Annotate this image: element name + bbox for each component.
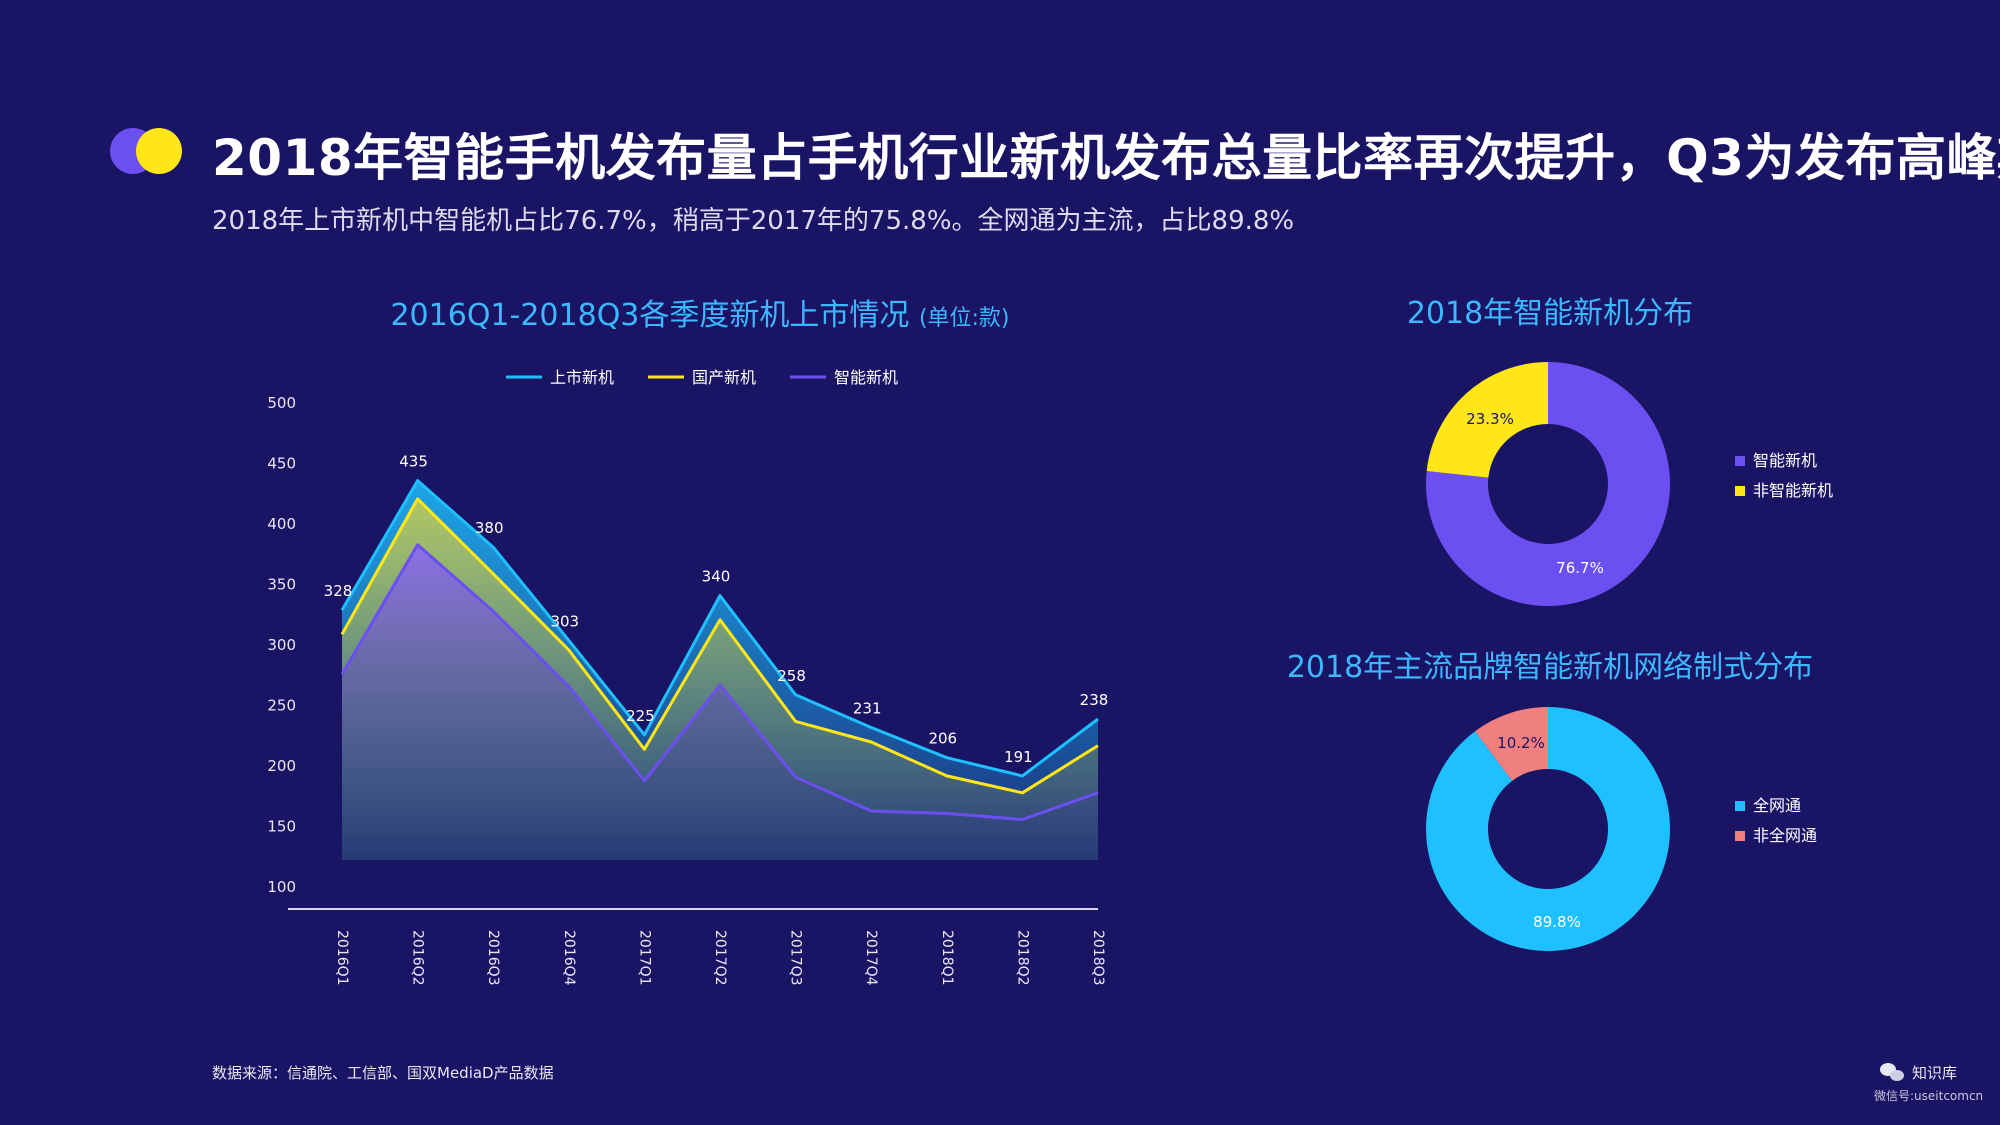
y-tick-label: 450 [267,455,296,473]
data-label: 238 [1080,691,1109,709]
x-tick-label: 2018Q3 [1090,930,1106,986]
legend-item-2: 智能新机 [790,368,898,387]
series-lines [340,479,1099,821]
x-axis: 2016Q1 2016Q2 2016Q3 2016Q4 2017Q1 2017Q2 2017… [334,930,1106,986]
data-label: 435 [399,453,428,471]
x-tick-label: 2016Q2 [410,930,426,986]
data-label: 191 [1004,748,1033,766]
y-tick-label: 350 [267,576,296,594]
series-line-1 [340,497,1099,795]
x-tick-label: 2018Q1 [939,930,955,986]
data-label: 206 [928,730,957,748]
logo-dot-yellow [136,128,182,174]
legend-label: 上市新机 [550,368,614,387]
watermark: 知识库 微信号:useitcomcn [1874,1062,1990,1104]
legend-label: 智能新机 [834,368,898,387]
data-label: 231 [853,699,882,717]
x-tick-label: 2016Q3 [485,930,501,986]
x-tick-label: 2017Q4 [863,930,879,986]
series-areas [342,480,1098,860]
data-label: 380 [475,519,504,537]
watermark-brand: 知识库 [1912,1064,1958,1082]
y-tick-label: 250 [267,697,296,715]
watermark-account: 微信号:useitcomcn [1874,1089,1984,1103]
y-tick-label: 200 [267,757,296,775]
legend-label: 国产新机 [692,368,756,387]
x-tick-label: 2017Q3 [788,930,804,986]
series-line-0 [340,479,1099,778]
y-tick-label: 150 [267,818,296,836]
data-label: 258 [777,667,806,685]
line-chart-title: 2016Q1-2018Q3各季度新机上市情况 (单位:款) [300,290,1100,334]
wechat-icon [1880,1062,1906,1083]
data-label: 303 [550,612,579,630]
data-labels: 328 435 380 303 225 340 258 231 206 191 238 [324,453,1109,766]
legend-item-1: 国产新机 [648,368,756,387]
y-tick-label: 300 [267,636,296,654]
pie-network-title: 2018年主流品牌智能新机网络制式分布 [1286,650,1814,685]
line-chart-title-text: 2016Q1-2018Q3各季度新机上市情况 [390,298,910,333]
line-chart-legend: 上市新机 国产新机 智能新机 [506,368,898,387]
x-tick-label: 2016Q1 [334,930,350,986]
pie-smart-title: 2018年智能新机分布 [1406,296,1694,331]
x-tick-label: 2017Q2 [712,930,728,986]
line-chart-unit: (单位:款) [918,306,1010,331]
legend-item-0: 上市新机 [506,368,614,387]
y-tick-label: 100 [267,878,296,896]
x-tick-label: 2017Q1 [636,930,652,986]
data-label: 225 [626,707,655,725]
y-axis: 100 150 200 250 300 350 400 450 500 [267,394,296,896]
logo-dots [110,128,182,176]
x-tick-label: 2016Q4 [561,930,577,986]
y-tick-label: 500 [267,394,296,412]
series-area-2 [342,544,1098,860]
data-label: 328 [324,582,353,600]
data-source: 数据来源：信通院、工信部、国双MediaD产品数据 [212,1064,554,1082]
data-label: 340 [702,568,731,586]
page-title: 2018年智能手机发布量占手机行业新机发布总量比率再次提升，Q3为发布高峰期 [212,129,2000,187]
x-tick-label: 2018Q2 [1014,930,1030,986]
page-subtitle: 2018年上市新机中智能机占比76.7%，稍高于2017年的75.8%。全网通为… [212,206,1295,236]
y-tick-label: 400 [267,515,296,533]
series-line-2 [340,543,1099,821]
